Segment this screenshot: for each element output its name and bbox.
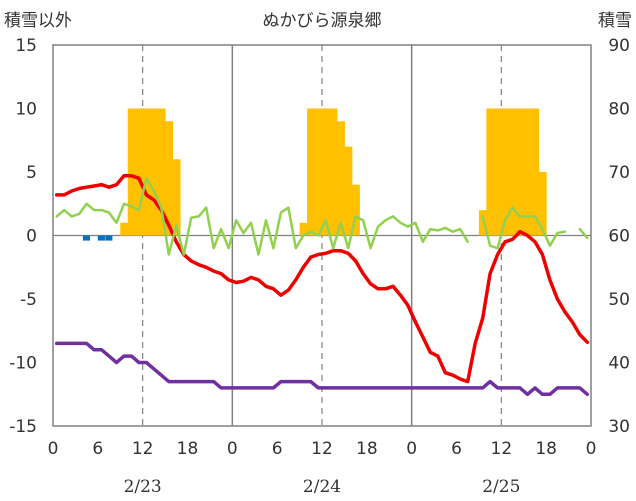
y-left-tick-label: 0: [26, 227, 37, 247]
y-left-axis-title: 積雪以外: [4, 11, 72, 31]
y-right-ticks: 90 80 70 60 50 40 30: [608, 36, 630, 437]
x-tick-label: 0: [586, 439, 597, 459]
orange-bar: [336, 121, 345, 236]
orange-bar: [486, 108, 495, 236]
x-tick-label: 0: [406, 439, 417, 459]
orange-bar: [120, 222, 129, 236]
x-tick-label: 18: [356, 439, 378, 459]
orange-bar: [314, 108, 323, 236]
y-left-tick-label: 15: [15, 36, 37, 56]
orange-bar: [127, 108, 136, 236]
y-left-tick-label: -10: [9, 354, 37, 374]
y-right-tick-label: 30: [608, 417, 630, 437]
plot-border: [52, 44, 592, 427]
blue-bar: [105, 235, 113, 241]
x-tick-label: 18: [177, 439, 199, 459]
purple-line-series: [54, 341, 590, 397]
green-line-series: [578, 227, 589, 240]
y-right-axis-title: 積雪: [598, 11, 632, 31]
orange-bar: [307, 108, 316, 236]
orange-bar: [157, 108, 166, 236]
y-right-tick-label: 60: [608, 227, 630, 247]
orange-bar: [150, 108, 159, 236]
x-tick-label: 0: [227, 439, 238, 459]
date-label: 2/23: [124, 477, 162, 497]
orange-bar: [493, 108, 502, 236]
line-series: [54, 174, 590, 397]
y-left-tick-label: -15: [9, 417, 37, 437]
orange-bar: [344, 146, 353, 236]
date-labels: 2/23 2/24 2/25: [124, 477, 521, 497]
bar-series: [82, 108, 547, 241]
date-label: 2/24: [303, 477, 341, 497]
x-tick-label: 12: [311, 439, 333, 459]
red-line-series: [54, 174, 590, 384]
x-tick-label: 12: [491, 439, 513, 459]
y-right-tick-label: 80: [608, 100, 630, 120]
orange-bar: [478, 210, 487, 236]
orange-bar: [538, 172, 547, 236]
blue-bar: [97, 235, 105, 241]
x-tick-label: 6: [272, 439, 283, 459]
orange-bar: [142, 108, 151, 236]
x-tick-label: 12: [132, 439, 154, 459]
orange-bar: [299, 222, 308, 236]
y-left-tick-label: -5: [20, 290, 37, 310]
orange-bar: [501, 108, 510, 236]
orange-bar: [531, 108, 540, 236]
x-tick-label: 6: [92, 439, 103, 459]
orange-bar: [516, 108, 525, 236]
green-line-series: [55, 177, 469, 256]
x-tick-label: 0: [48, 439, 59, 459]
orange-bar: [165, 121, 174, 236]
orange-bar: [329, 108, 338, 236]
x-tick-label: 18: [535, 439, 557, 459]
orange-bar: [523, 108, 532, 236]
date-label: 2/25: [482, 477, 520, 497]
orange-bar: [135, 108, 144, 236]
blue-bar: [82, 235, 90, 241]
green-line-series: [481, 206, 567, 250]
orange-bar: [322, 108, 330, 236]
y-right-tick-label: 50: [608, 290, 630, 310]
y-right-tick-label: 40: [608, 354, 630, 374]
x-tick-label: 6: [451, 439, 462, 459]
y-left-tick-label: 5: [26, 163, 37, 183]
chart-title: ぬかびら源泉郷: [263, 11, 382, 31]
orange-bar: [172, 159, 181, 236]
x-ticks: 0 6 12 18 0 6 12 18 0 6 12 18 0: [48, 439, 597, 459]
y-right-tick-label: 90: [608, 36, 630, 56]
y-left-tick-label: 10: [15, 100, 37, 120]
y-right-tick-label: 70: [608, 163, 630, 183]
orange-bar: [508, 108, 517, 236]
orange-bar: [351, 184, 360, 236]
y-left-ticks: 15 10 5 0 -5 -10 -15: [9, 36, 37, 437]
